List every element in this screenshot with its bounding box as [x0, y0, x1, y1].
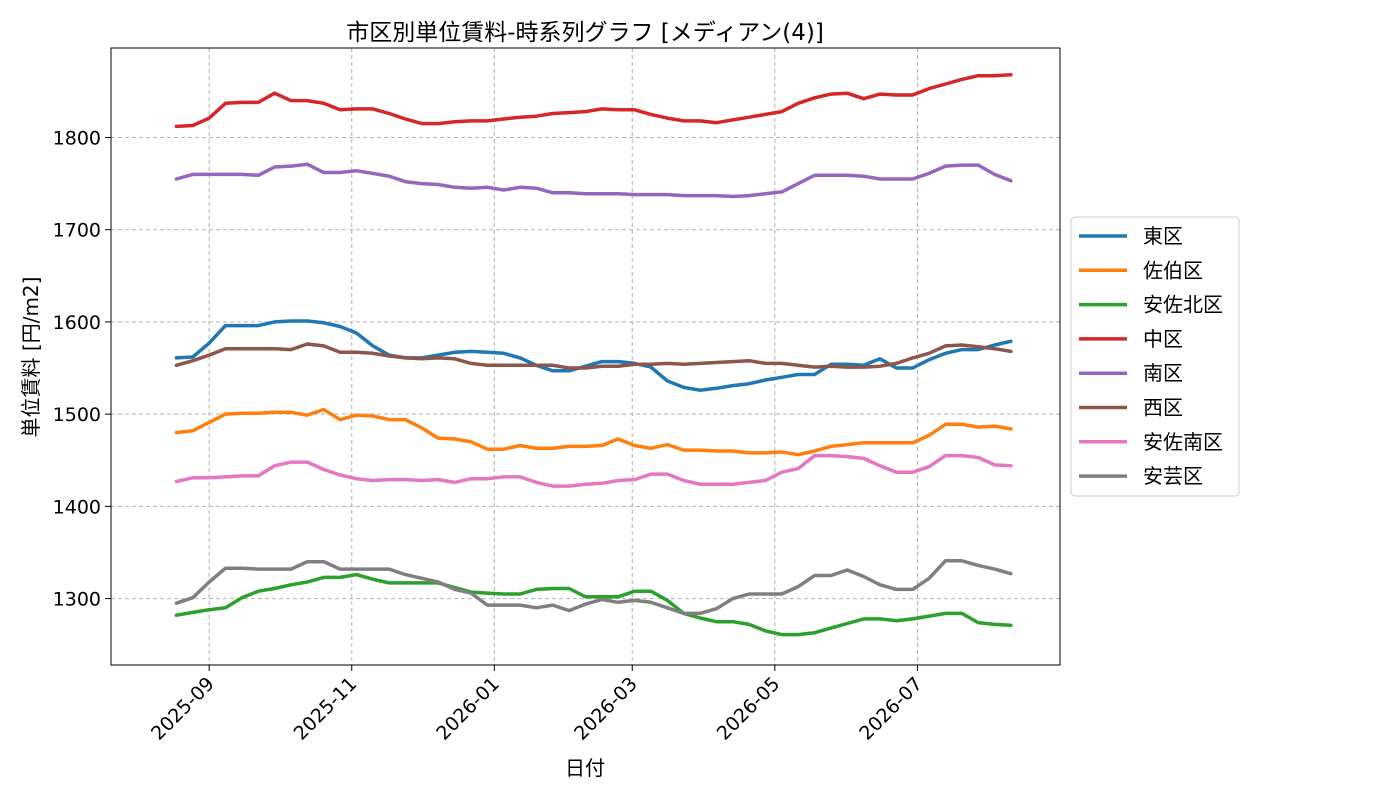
series-line — [174, 453, 1013, 488]
y-tick-label: 1500 — [53, 404, 101, 426]
series-line — [174, 72, 1013, 129]
chart-title: 市区別単位賃料-時系列グラフ [メディアン(4)] — [346, 20, 824, 46]
y-tick-label: 1600 — [53, 312, 101, 334]
legend-label: 安芸区 — [1143, 464, 1203, 488]
legend-label: 西区 — [1143, 396, 1183, 420]
legend-label: 安佐南区 — [1143, 430, 1223, 454]
x-tick-label: 2025-09 — [147, 673, 219, 745]
y-tick-label: 1800 — [53, 127, 101, 149]
series-line — [174, 162, 1013, 199]
series-lines — [174, 72, 1013, 637]
legend-frame — [1070, 216, 1240, 497]
x-axis-label: 日付 — [565, 756, 605, 780]
series-line — [174, 559, 1013, 616]
x-tick-label: 2026-01 — [432, 673, 504, 745]
y-tick-label: 1400 — [53, 496, 101, 518]
x-tick-label: 2026-03 — [570, 673, 642, 745]
legend-label: 東区 — [1143, 224, 1183, 248]
legend-label: 中区 — [1143, 327, 1183, 351]
series-line — [174, 407, 1013, 457]
y-tick-label: 1300 — [53, 589, 101, 611]
x-tick-label: 2026-07 — [855, 673, 927, 745]
legend-label: 南区 — [1143, 361, 1183, 385]
series-line — [174, 342, 1013, 370]
x-axis: 2025-09 2025-11 2026-01 2026-03 2026-05 2026-… — [147, 665, 927, 745]
y-axis-label: 単位賃料 [円/m2] — [19, 277, 43, 438]
series-line — [174, 319, 1013, 392]
series-line — [174, 572, 1013, 637]
y-tick-label: 1700 — [53, 220, 101, 242]
x-tick-label: 2026-05 — [713, 673, 785, 745]
legend-label: 佐伯区 — [1143, 258, 1203, 282]
y-axis: 1300 1400 1500 1600 1700 1800 — [53, 127, 111, 611]
x-tick-label: 2025-11 — [290, 673, 362, 745]
legend-label: 安佐北区 — [1143, 293, 1223, 317]
plot-frame — [110, 47, 1061, 666]
